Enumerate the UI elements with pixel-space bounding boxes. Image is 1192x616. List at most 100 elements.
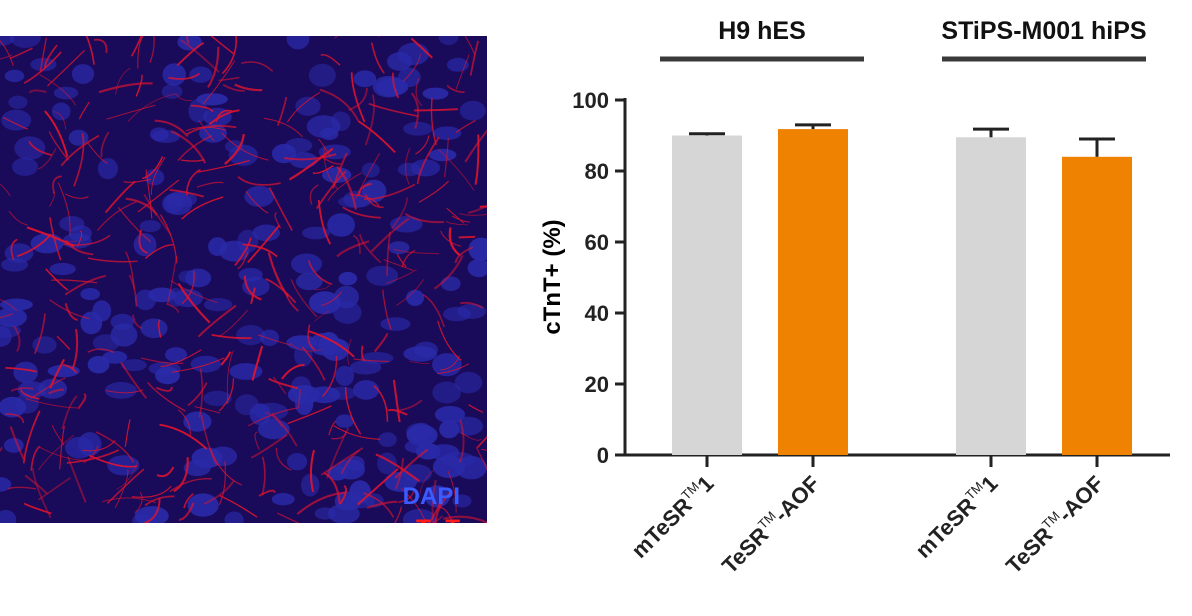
ctnt-fiber: [307, 260, 333, 286]
ctnt-fiber: [333, 425, 381, 440]
nucleus: [291, 253, 322, 275]
nucleus: [429, 444, 460, 461]
nucleus: [165, 347, 187, 363]
nucleus: [151, 130, 181, 143]
ctnt-fiber: [474, 134, 480, 185]
ctnt-fiber: [79, 101, 90, 120]
ctnt-fiber: [415, 135, 430, 155]
nucleus: [467, 259, 487, 278]
ctnt-fiber: [203, 480, 235, 505]
ctnt-fiber: [257, 334, 292, 346]
legend-ctnt: cTnT: [403, 515, 461, 523]
dapi-nuclei: [0, 36, 487, 523]
nucleus: [190, 355, 221, 373]
ctnt-fiber: [115, 67, 131, 95]
ctnt-fiber: [7, 486, 37, 490]
ctnt-fiber: [347, 338, 352, 365]
ctnt-fiber: [134, 491, 143, 514]
ctnt-fiber: [125, 251, 136, 290]
nucleus: [366, 265, 399, 286]
nucleus: [360, 352, 394, 365]
nucleus: [271, 143, 297, 164]
nucleus: [402, 508, 437, 523]
nucleus: [388, 241, 410, 255]
ctnt-fiber: [468, 204, 487, 214]
ctnt-fiber: [481, 448, 487, 451]
ctnt-fiber: [443, 137, 450, 178]
ctnt-fiber: [183, 493, 194, 509]
nucleus: [433, 126, 462, 140]
ctnt-fiber: [200, 415, 218, 466]
ctnt-fiber: [56, 238, 77, 243]
ctnt-fiber: [49, 299, 90, 320]
nucleus: [30, 233, 64, 254]
nucleus: [87, 356, 110, 374]
ctnt-fiber: [289, 342, 322, 352]
y-tick-label: 20: [585, 372, 609, 397]
nucleus: [327, 213, 355, 237]
ctnt-fiber: [226, 350, 234, 405]
ctnt-fiber: [442, 515, 487, 523]
nucleus: [335, 414, 354, 428]
ctnt-fiber: [264, 412, 283, 428]
nucleus: [252, 224, 280, 242]
ctnt-fiber: [396, 399, 423, 412]
ctnt-fiber: [73, 133, 85, 187]
nucleus: [318, 144, 351, 160]
nucleus: [301, 473, 320, 497]
ctnt-fiber: [242, 243, 278, 258]
ctnt-fiber: [143, 498, 161, 523]
ctnt-fiber: [446, 84, 465, 94]
nucleus: [71, 64, 95, 84]
ctnt-fiber: [215, 109, 233, 122]
ctnt-fiber: [159, 214, 178, 264]
ctnt-fiber: [142, 156, 164, 180]
ctnt-fiber: [127, 93, 176, 122]
ctnt-fiber: [350, 72, 366, 123]
ctnt-fiber: [460, 301, 484, 309]
ctnt-fiber: [198, 368, 203, 418]
nucleus: [51, 102, 71, 121]
ctnt-fiber: [455, 54, 470, 90]
ctnt-fiber: [87, 142, 108, 164]
ctnt-fiber: [319, 88, 360, 122]
nucleus: [378, 432, 397, 447]
y-axis-label: cTnT+ (%): [539, 219, 566, 334]
bar: [778, 129, 848, 456]
nucleus: [177, 36, 202, 51]
ctnt-fiber: [364, 194, 384, 209]
ctnt-fiber: [286, 92, 321, 123]
ctnt-fiber: [34, 313, 46, 355]
ctnt-fiber: [22, 410, 41, 464]
ctnt-fiber: [309, 449, 315, 493]
nucleus: [203, 298, 233, 312]
group-titles: H9 hES STiPS-M001 hiPS: [660, 17, 1147, 62]
ctnt-fiber: [8, 210, 28, 226]
ctnt-fiber: [52, 175, 62, 194]
group-title: H9 hES: [718, 17, 806, 45]
ctnt-fiber: [187, 382, 208, 407]
ctnt-fiber: [65, 239, 94, 256]
nucleus: [452, 494, 472, 508]
ctnt-fiber: [290, 278, 318, 318]
ctnt-fiber: [93, 38, 108, 54]
ctnt-fiber: [288, 147, 334, 181]
ctnt-fiber: [196, 181, 224, 188]
ctnt-fiber: [38, 446, 87, 461]
ctnt-fiber: [20, 389, 40, 400]
nucleus: [468, 237, 487, 261]
y-tick-label: 80: [585, 159, 609, 184]
nucleus: [390, 216, 423, 233]
nucleus: [406, 289, 424, 306]
ctnt-fiber: [355, 153, 381, 199]
ctnt-fiber: [276, 512, 300, 523]
ctnt-fiber: [220, 351, 232, 366]
nucleus: [397, 162, 421, 177]
ctnt-fiber: [197, 159, 250, 173]
ctnt-fiber: [309, 184, 319, 205]
nucleus: [80, 311, 103, 335]
x-tick-label: TeSRTM-AOF: [716, 470, 824, 578]
ctnt-fiber: [386, 231, 391, 276]
ctnt-fiber: [10, 238, 18, 261]
nucleus: [155, 366, 180, 385]
